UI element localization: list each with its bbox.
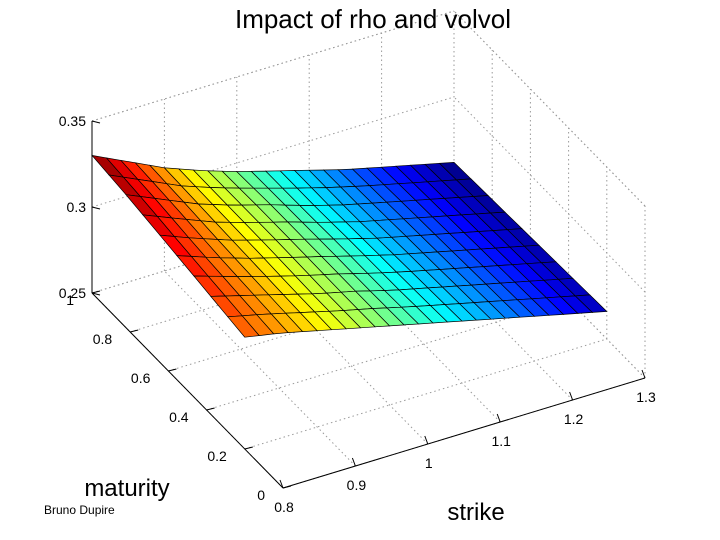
grid-line-floor-x: [164, 270, 356, 467]
grid-line-top: [91, 10, 455, 122]
x-tick-label: 1: [425, 455, 433, 471]
grid-line-floor-y: [244, 338, 607, 450]
z-tick-mark: [91, 206, 101, 210]
x-tick-label: 0.9: [347, 477, 367, 493]
y-tick-mark: [130, 329, 139, 333]
tick-labels: 0.80.911.11.21.300.20.40.60.810.250.30.3…: [59, 113, 656, 515]
z-tick-label: 0.3: [67, 199, 87, 215]
y-tick-label: 0.2: [207, 448, 227, 464]
grid-line-top: [453, 10, 646, 207]
y-tick-mark: [244, 446, 253, 450]
surface: [91, 154, 608, 338]
y-tick-label: 1: [66, 292, 74, 308]
y-tick-label: 0.4: [169, 409, 189, 425]
x-tick-label: 1.3: [636, 389, 656, 405]
y-tick-mark: [168, 368, 177, 372]
axes: [91, 120, 646, 489]
x-axis-line: [282, 377, 646, 489]
z-tick-mark: [91, 292, 101, 296]
chart-title: Impact of rho and volvol: [235, 4, 511, 34]
x-tick-label: 0.8: [274, 499, 294, 515]
x-tick-mark: [351, 457, 356, 467]
y-tick-label: 0.6: [131, 370, 151, 386]
z-tick-label: 0.25: [59, 285, 86, 301]
y-tick-label: 0: [257, 487, 265, 503]
x-tick-label: 1.2: [564, 411, 584, 427]
y-tick-mark: [206, 407, 215, 411]
credit-text: Bruno Dupire: [44, 503, 115, 517]
x-tick-label: 1.1: [491, 433, 511, 449]
y-tick-mark: [91, 290, 101, 294]
z-tick-mark: [91, 120, 101, 124]
x-tick-mark: [424, 435, 429, 445]
y-tick-label: 0.8: [93, 331, 113, 347]
x-tick-mark: [496, 413, 501, 423]
x-tick-mark: [569, 391, 574, 401]
x-tick-mark: [641, 369, 646, 379]
y-tick-mark: [282, 485, 292, 489]
x-axis-label: strike: [447, 499, 504, 526]
surface-patch: [574, 294, 608, 313]
grid-line-sidewall-z: [453, 96, 646, 293]
y-axis-line: [91, 292, 284, 489]
y-axis-label: maturity: [84, 475, 169, 502]
grid-line-floor-x: [236, 248, 429, 445]
z-tick-label: 0.35: [59, 113, 86, 129]
x-tick-mark: [279, 479, 284, 489]
